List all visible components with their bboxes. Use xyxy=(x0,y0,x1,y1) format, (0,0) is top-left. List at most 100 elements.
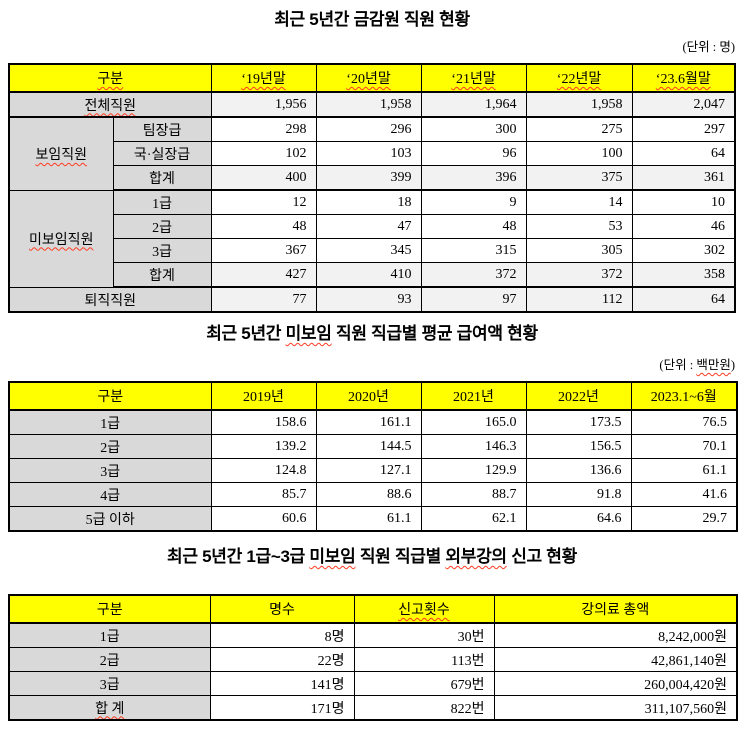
value-cell: 141명 xyxy=(209,671,355,696)
value-cell: 70.1 xyxy=(630,434,738,459)
value-cell: 96 xyxy=(420,141,527,166)
value-cell: 76.5 xyxy=(630,409,738,435)
spellcheck-underlined-text: 구분 xyxy=(97,72,124,87)
text-segment: 신고 현황 xyxy=(506,547,577,566)
text-segment: (단위 : 명) xyxy=(682,40,735,54)
table-row: 3급 141명 679번 260,004,420원 xyxy=(8,671,738,696)
header-cell: 2022년 xyxy=(525,381,632,411)
value-cell: 61.1 xyxy=(630,458,738,483)
spellcheck-underlined-text: 미보임 xyxy=(285,324,332,343)
header-row: 구분 ‘19년말 ‘20년말 ‘21년말 ‘22년말 ‘23.6월말 xyxy=(8,63,736,93)
value-cell: 124.8 xyxy=(210,458,317,483)
value-cell: 64 xyxy=(631,286,736,313)
label-cell: 보임직원 xyxy=(8,116,114,191)
header-cell: ‘23.6월말 xyxy=(631,63,736,93)
value-cell: 103 xyxy=(315,141,422,166)
value-cell: 146.3 xyxy=(420,434,527,459)
label-cell: 1급 xyxy=(8,409,212,435)
unit-label-persons: (단위 : 명) xyxy=(0,39,744,55)
spellcheck-underlined-text: 미보임 xyxy=(309,547,356,566)
value-cell: 12 xyxy=(210,189,317,215)
staff-status-title: 최근 5년간 금감원 직원 현황 xyxy=(0,9,744,31)
header-cell: 2021년 xyxy=(420,381,527,411)
spellcheck-underlined-text: 백만원 xyxy=(696,358,731,372)
value-cell: 97 xyxy=(420,286,527,313)
value-cell: 30번 xyxy=(353,622,495,648)
value-cell: 1,958 xyxy=(525,91,633,118)
value-cell: 77 xyxy=(210,286,317,313)
value-cell: 91.8 xyxy=(525,482,632,507)
value-cell: 8명 xyxy=(209,622,355,648)
spellcheck-underlined-text: ‘22년말 xyxy=(556,72,602,87)
text-segment: 최근 5년간 xyxy=(206,324,286,343)
value-cell: 300 xyxy=(420,116,527,142)
value-cell: 1,956 xyxy=(210,91,317,118)
value-cell: 2,047 xyxy=(631,91,736,118)
value-cell: 102 xyxy=(210,141,317,166)
label-cell: 2급 xyxy=(8,647,211,672)
value-cell: 1,964 xyxy=(420,91,527,118)
value-cell: 372 xyxy=(525,262,633,288)
value-cell: 275 xyxy=(525,116,633,142)
value-cell: 367 xyxy=(210,238,317,263)
text-segment: ) xyxy=(730,358,735,372)
header-cell: 2023.1~6월 xyxy=(630,381,738,411)
table-row: 전체직원 1,956 1,958 1,964 1,958 2,047 xyxy=(8,91,736,118)
value-cell: 41.6 xyxy=(630,482,738,507)
staff-status-table: 구분 ‘19년말 ‘20년말 ‘21년말 ‘22년말 ‘23.6월말 전체직원 1,956 1,… xyxy=(8,63,736,313)
value-cell: 14 xyxy=(525,189,633,215)
text-segment: 직원 직급별 xyxy=(355,547,446,566)
header-cell: ‘19년말 xyxy=(210,63,317,93)
header-cell: 구분 xyxy=(8,63,212,93)
header-cell: ‘22년말 xyxy=(525,63,633,93)
table-row: 2급 48 47 48 53 46 xyxy=(9,214,736,239)
value-cell: 62.1 xyxy=(420,506,527,532)
label-cell: 국·실장급 xyxy=(112,141,212,166)
table-row: 3급 124.8 127.1 129.9 136.6 61.1 xyxy=(8,458,738,483)
label-cell: 4급 xyxy=(8,482,212,507)
value-cell: 315 xyxy=(420,238,527,263)
value-cell: 53 xyxy=(525,214,633,239)
value-cell: 8,242,000원 xyxy=(493,622,738,648)
value-cell: 22명 xyxy=(209,647,355,672)
value-cell: 139.2 xyxy=(210,434,317,459)
label-cell: 5급 이하 xyxy=(8,506,212,532)
label-cell: 합계 xyxy=(112,165,212,191)
value-cell: 410 xyxy=(315,262,422,288)
value-cell: 42,861,140원 xyxy=(493,647,738,672)
value-cell: 296 xyxy=(315,116,422,142)
table-row: 미보임직원 1급 12 18 9 14 10 xyxy=(8,189,736,288)
value-cell: 297 xyxy=(631,116,736,142)
value-cell: 165.0 xyxy=(420,409,527,435)
label-cell: 1급 xyxy=(112,189,212,215)
header-cell: 신고횟수 xyxy=(353,594,495,624)
table-row: 5급 이하 60.6 61.1 62.1 64.6 29.7 xyxy=(8,506,738,532)
value-cell: 260,004,420원 xyxy=(493,671,738,696)
value-cell: 60.6 xyxy=(210,506,317,532)
spellcheck-underlined-text: 합 계 xyxy=(95,701,125,717)
value-cell: 161.1 xyxy=(315,409,422,435)
label-cell: 퇴직직원 xyxy=(8,286,212,313)
table-row: 합계 427 410 372 372 358 xyxy=(9,262,736,288)
value-cell: 64 xyxy=(631,141,736,166)
table-row: 1급 158.6 161.1 165.0 173.5 76.5 xyxy=(8,409,738,435)
value-cell: 679번 xyxy=(353,671,495,696)
value-cell: 47 xyxy=(315,214,422,239)
average-salary-title: 최근 5년간 미보임 직원 직급별 평균 급여액 현황 xyxy=(0,323,744,345)
value-cell: 400 xyxy=(210,165,317,191)
table-row: 퇴직직원 77 93 97 112 64 xyxy=(8,286,736,313)
value-cell: 48 xyxy=(420,214,527,239)
value-cell: 156.5 xyxy=(525,434,632,459)
value-cell: 10 xyxy=(631,189,736,215)
header-row: 구분 명수 신고횟수 강의료 총액 xyxy=(8,594,738,624)
value-cell: 171명 xyxy=(209,695,355,721)
text-segment: 최근 5년간 금감원 직원 현황 xyxy=(274,10,470,29)
table-row: 4급 85.7 88.6 88.7 91.8 41.6 xyxy=(8,482,738,507)
label-cell: 1급 xyxy=(8,622,211,648)
spellcheck-underlined-text: 신고횟수 xyxy=(398,603,450,618)
value-cell: 127.1 xyxy=(315,458,422,483)
value-cell: 88.6 xyxy=(315,482,422,507)
outside-lecture-table-wrap: 구분 명수 신고횟수 강의료 총액 1급 8명 30번 8,242,000원 2급 22명 113번… xyxy=(0,594,744,721)
value-cell: 46 xyxy=(631,214,736,239)
outside-lecture-table: 구분 명수 신고횟수 강의료 총액 1급 8명 30번 8,242,000원 2급 22명 113번… xyxy=(8,594,738,721)
